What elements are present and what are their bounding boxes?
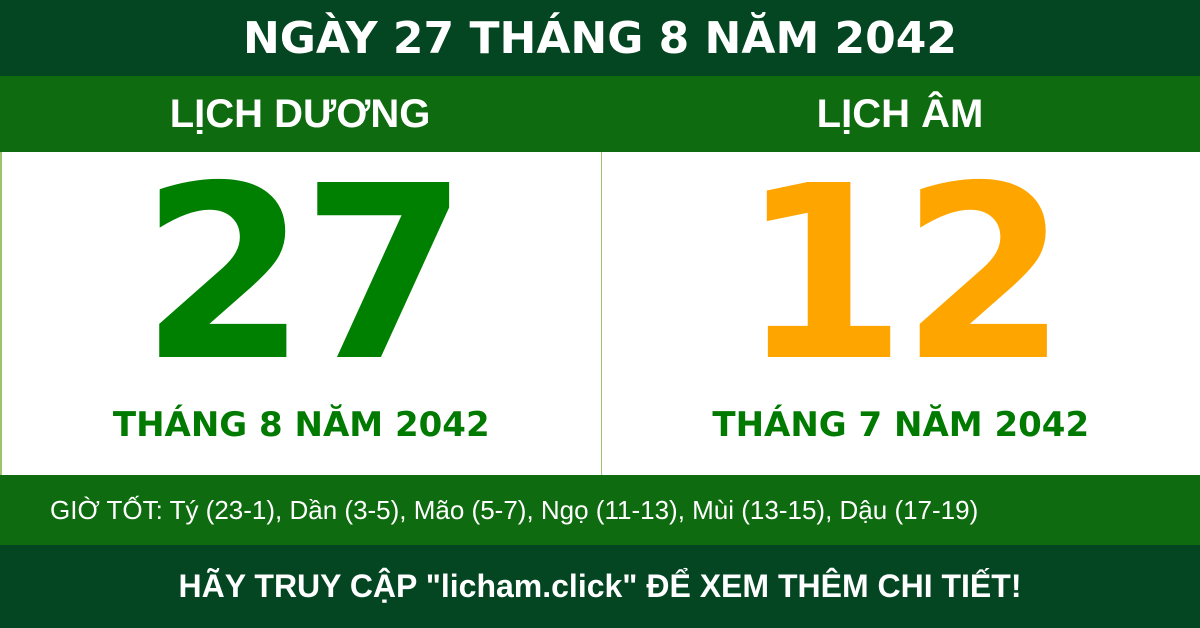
good-hours: GIỜ TỐT: Tý (23-1), Dần (3-5), Mão (5-7)…	[0, 475, 1200, 545]
calendar-body: 27 THÁNG 8 NĂM 2042 12 THÁNG 7 NĂM 2042	[0, 152, 1200, 475]
solar-panel: 27 THÁNG 8 NĂM 2042	[0, 152, 602, 475]
footer-cta: HÃY TRUY CẬP "licham.click" ĐỂ XEM THÊM …	[0, 545, 1200, 628]
calendar-labels: LỊCH DƯƠNG LỊCH ÂM	[0, 76, 1200, 152]
solar-calendar-label: LỊCH DƯƠNG	[169, 91, 431, 136]
solar-day: 27	[140, 134, 468, 414]
solar-month-year: THÁNG 8 NĂM 2042	[112, 405, 490, 445]
lunar-panel: 12 THÁNG 7 NĂM 2042	[602, 152, 1200, 475]
lunar-calendar-label: LỊCH ÂM	[816, 91, 984, 136]
lunar-day: 12	[739, 134, 1068, 414]
lunar-month-year: THÁNG 7 NĂM 2042	[712, 405, 1090, 445]
page-title: NGÀY 27 THÁNG 8 NĂM 2042	[0, 0, 1200, 76]
